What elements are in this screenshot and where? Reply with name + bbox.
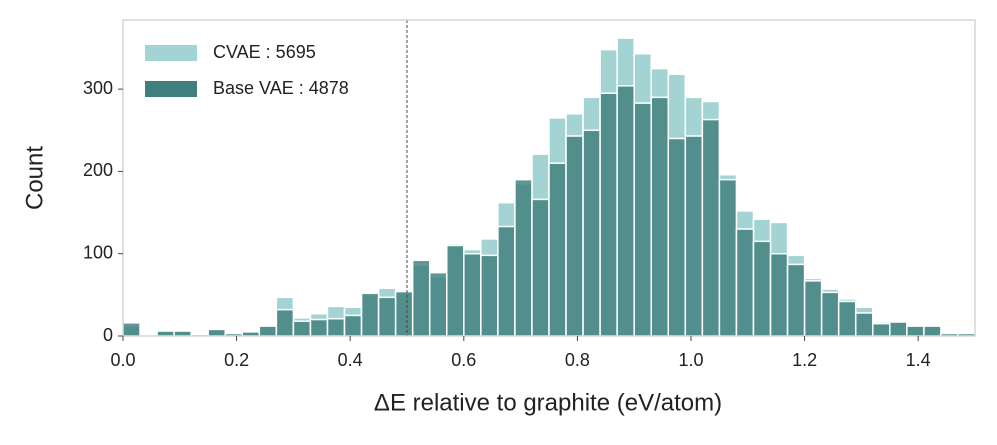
bar	[241, 331, 261, 337]
bar	[122, 322, 141, 337]
legend-swatch	[145, 81, 197, 97]
x-tick-label: 1.2	[792, 350, 817, 370]
plot-frame	[122, 19, 976, 337]
legend-label: Base VAE : 4878	[213, 78, 349, 98]
bar	[718, 178, 738, 337]
bar	[667, 137, 687, 337]
bar	[326, 317, 346, 337]
bar	[514, 178, 533, 337]
bar	[735, 228, 755, 337]
bar	[701, 118, 721, 337]
bar	[428, 271, 448, 337]
bar	[820, 291, 840, 337]
bar	[548, 162, 567, 337]
x-tick-label: 0.6	[451, 350, 476, 370]
bar	[803, 280, 823, 337]
bar	[616, 85, 635, 337]
bar	[156, 330, 175, 337]
bar	[923, 325, 942, 337]
bar	[684, 135, 704, 337]
bar	[531, 198, 550, 337]
bar	[565, 135, 584, 337]
x-axis-label: ΔE relative to graphite (eV/atom)	[374, 389, 722, 416]
bar	[463, 252, 482, 337]
bar	[377, 296, 397, 337]
y-tick-label: 200	[83, 160, 113, 180]
bar	[837, 300, 857, 337]
bar	[446, 244, 465, 337]
bar	[258, 325, 278, 337]
bar	[633, 102, 652, 337]
legend-label: CVAE : 5695	[213, 42, 316, 62]
y-tick-label: 100	[83, 242, 113, 262]
y-tick-label: 0	[103, 325, 113, 345]
bar	[207, 328, 226, 337]
bar	[582, 129, 601, 337]
bar	[599, 92, 618, 337]
bar	[343, 314, 363, 337]
x-tick-label: 1.4	[906, 350, 931, 370]
bar	[173, 330, 192, 337]
bar	[292, 320, 312, 337]
x-tick-label: 1.0	[678, 350, 703, 370]
bar	[889, 321, 908, 337]
x-tick-label: 0.4	[338, 350, 363, 370]
bar	[497, 225, 516, 337]
bar	[360, 292, 380, 337]
legend-swatch	[145, 45, 197, 61]
bar	[480, 254, 499, 337]
bar	[854, 312, 874, 337]
y-tick-label: 300	[83, 78, 113, 98]
bar	[872, 322, 891, 337]
bar	[906, 325, 925, 337]
bar	[650, 96, 670, 337]
bar	[786, 263, 806, 337]
x-tick-label: 0.0	[110, 350, 135, 370]
x-tick-label: 0.8	[565, 350, 590, 370]
bar	[769, 252, 789, 337]
bar	[275, 308, 295, 337]
bar	[394, 290, 414, 337]
bar	[309, 318, 329, 337]
bar	[752, 240, 772, 337]
x-tick-label: 0.2	[224, 350, 249, 370]
y-axis-label: Count	[21, 146, 48, 210]
bar	[411, 259, 431, 337]
